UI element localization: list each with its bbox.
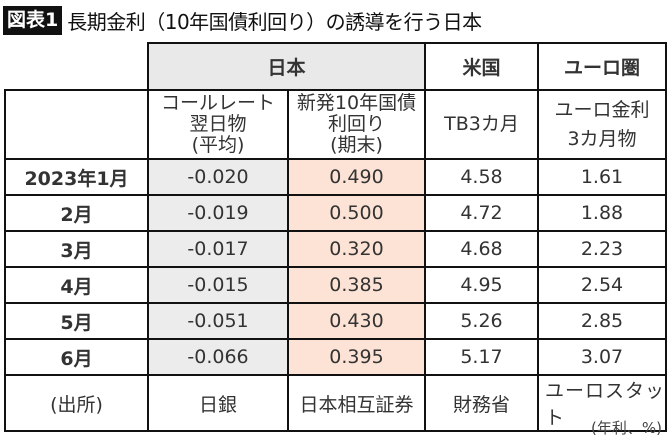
cell-jgb-yield: 0.430 xyxy=(287,302,426,340)
column-header-euro-3m: ユーロ金利 3カ月物 xyxy=(537,89,667,160)
header-line: 3カ月物 xyxy=(567,127,637,150)
header-line: コールレート xyxy=(160,92,275,114)
table-row: 3月 -0.017 0.320 4.68 2.23 xyxy=(4,230,667,268)
figure-title-text: 長期金利（10年国債利回り）の誘導を行う日本 xyxy=(67,9,482,34)
column-header-tb3m: TB3カ月 xyxy=(424,89,539,160)
group-header-us: 米国 xyxy=(424,42,539,91)
cell-tb3m: 4.72 xyxy=(424,194,539,232)
cell-tb3m: 4.95 xyxy=(424,266,539,304)
table-row: 5月 -0.051 0.430 5.26 2.85 xyxy=(4,302,667,340)
row-label: 4月 xyxy=(4,266,149,304)
row-label: 2023年1月 xyxy=(4,158,149,196)
cell-call-rate: -0.066 xyxy=(147,338,289,376)
cell-euro-3m: 2.54 xyxy=(537,266,667,304)
unit-note: (年利、%) xyxy=(591,419,662,437)
column-header-jgb-yield: 新発10年国債 利回り (期末) xyxy=(287,89,426,160)
interest-rate-table: 日本 米国 ユーロ圏 コールレート 翌日物 (平均) 新発10年国債 利回り (… xyxy=(4,42,667,432)
cell-call-rate: -0.019 xyxy=(147,194,289,232)
column-header-row: コールレート 翌日物 (平均) 新発10年国債 利回り (期末) TB3カ月 ユ… xyxy=(4,89,667,160)
cell-tb3m: 5.26 xyxy=(424,302,539,340)
table-row: 4月 -0.015 0.385 4.95 2.54 xyxy=(4,266,667,304)
source-call-rate: 日銀 xyxy=(147,374,289,432)
header-line: ユーロ金利 xyxy=(554,98,650,121)
cell-call-rate: -0.020 xyxy=(147,158,289,196)
header-line: 新発10年国債 xyxy=(296,92,417,114)
source-tb3m: 財務省 xyxy=(424,374,539,432)
table-row: 6月 -0.066 0.395 5.17 3.07 xyxy=(4,338,667,376)
cell-call-rate: -0.015 xyxy=(147,266,289,304)
row-label-header xyxy=(4,89,149,160)
cell-euro-3m: 2.23 xyxy=(537,230,667,268)
cell-jgb-yield: 0.385 xyxy=(287,266,426,304)
header-line: TB3カ月 xyxy=(444,113,519,135)
cell-tb3m: 4.58 xyxy=(424,158,539,196)
figure-title: 図表1 長期金利（10年国債利回り）の誘導を行う日本 xyxy=(3,5,482,35)
cell-call-rate: -0.051 xyxy=(147,302,289,340)
cell-jgb-yield: 0.490 xyxy=(287,158,426,196)
header-line: (期末) xyxy=(330,134,383,156)
source-label: (出所) xyxy=(4,374,149,432)
row-label: 6月 xyxy=(4,338,149,376)
group-header-japan: 日本 xyxy=(147,42,426,91)
cell-tb3m: 4.68 xyxy=(424,230,539,268)
source-jgb-yield: 日本相互証券 xyxy=(287,374,426,432)
header-line: (平均) xyxy=(191,134,245,156)
table-row: 2023年1月 -0.020 0.490 4.58 1.61 xyxy=(4,158,667,196)
group-header-row: 日本 米国 ユーロ圏 xyxy=(5,42,667,91)
cell-jgb-yield: 0.395 xyxy=(287,338,426,376)
cell-euro-3m: 3.07 xyxy=(537,338,667,376)
column-header-call-rate: コールレート 翌日物 (平均) xyxy=(147,89,289,160)
cell-euro-3m: 1.61 xyxy=(537,158,667,196)
header-line: 利回り xyxy=(327,113,385,135)
header-line: 翌日物 xyxy=(189,113,247,135)
group-header-euro: ユーロ圏 xyxy=(537,42,667,91)
row-label: 3月 xyxy=(4,230,149,268)
cell-tb3m: 5.17 xyxy=(424,338,539,376)
figure-badge: 図表1 xyxy=(3,5,63,35)
cell-jgb-yield: 0.320 xyxy=(287,230,426,268)
cell-call-rate: -0.017 xyxy=(147,230,289,268)
table-row: 2月 -0.019 0.500 4.72 1.88 xyxy=(4,194,667,232)
source-row: (出所) 日銀 日本相互証券 財務省 ユーロスタット xyxy=(4,374,667,432)
cell-euro-3m: 2.85 xyxy=(537,302,667,340)
cell-euro-3m: 1.88 xyxy=(537,194,667,232)
corner-cell xyxy=(5,43,148,91)
row-label: 2月 xyxy=(4,194,149,232)
row-label: 5月 xyxy=(4,302,149,340)
source-euro-3m: ユーロスタット xyxy=(537,374,667,432)
cell-jgb-yield: 0.500 xyxy=(287,194,426,232)
